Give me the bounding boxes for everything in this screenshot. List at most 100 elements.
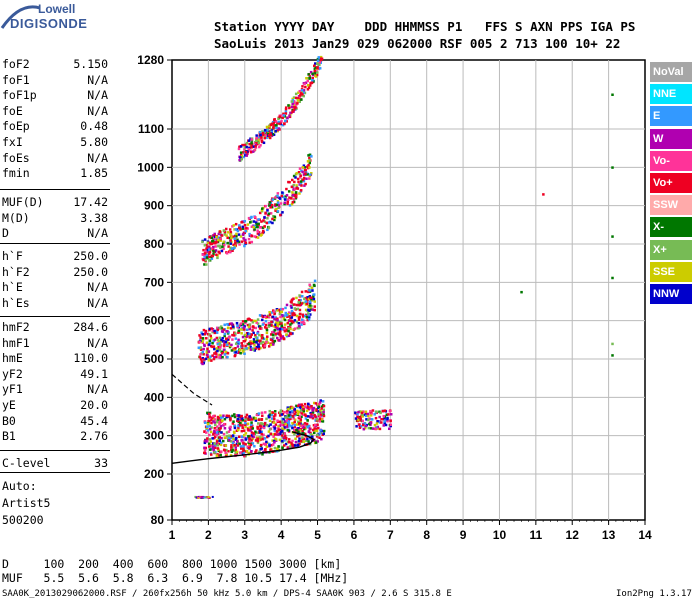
echo-point <box>261 315 265 319</box>
echo-point <box>207 442 211 445</box>
echo-point <box>220 441 223 444</box>
y-tick-label: 700 <box>144 275 164 289</box>
echo-point <box>283 318 287 322</box>
echo-point <box>212 414 215 418</box>
echo-point <box>239 423 242 427</box>
echo-point <box>231 235 234 238</box>
echo-point <box>281 307 285 311</box>
echo-point <box>212 357 216 361</box>
echo-point <box>212 241 216 245</box>
echo-point <box>255 225 258 229</box>
echo-point <box>282 436 286 439</box>
echo-point <box>212 339 215 343</box>
echo-point <box>219 419 223 422</box>
echo-point <box>298 192 301 195</box>
echo-point <box>278 308 281 312</box>
echo-point <box>297 318 301 321</box>
echo-point <box>250 225 254 228</box>
echo-point <box>209 453 213 456</box>
echo-point <box>237 331 240 334</box>
echo-point <box>270 443 273 447</box>
echo-point <box>294 92 298 96</box>
echo-point <box>215 442 218 446</box>
echo-point <box>284 311 288 315</box>
echo-point <box>250 340 253 344</box>
muf-distance-row: D 100 200 400 600 800 1000 1500 3000 [km… <box>2 557 342 571</box>
echo-point <box>199 346 203 349</box>
echo-point <box>313 429 317 432</box>
echo-point <box>257 222 260 226</box>
echo-point <box>294 176 297 179</box>
echo-point <box>216 342 220 346</box>
echo-point <box>375 410 378 413</box>
param-value: 2.76 <box>80 429 108 444</box>
echo-point <box>252 432 255 435</box>
echo-point <box>306 88 310 91</box>
echo-point <box>213 329 216 333</box>
echo-point <box>383 421 386 425</box>
echo-point <box>234 337 238 340</box>
x-tick-label: 5 <box>314 528 321 542</box>
echo-point <box>284 119 287 123</box>
y-tick-label: 1280 <box>137 53 164 67</box>
echo-point <box>208 255 211 259</box>
echo-point <box>236 239 239 243</box>
echo-point <box>223 233 227 236</box>
echo-point <box>294 437 297 441</box>
echo-point <box>243 339 247 343</box>
echo-point <box>284 442 288 446</box>
echo-point <box>200 331 203 334</box>
echo-point <box>261 207 264 210</box>
echo-point <box>275 124 278 127</box>
echo-point <box>304 172 307 175</box>
echo-point <box>234 241 237 245</box>
echo-point <box>252 416 256 420</box>
echo-point <box>208 433 211 437</box>
echo-point <box>309 433 313 436</box>
echo-point <box>220 450 223 453</box>
echo-point <box>220 350 224 354</box>
param-row: D N/A <box>2 226 108 241</box>
echo-point <box>267 321 271 325</box>
echo-point <box>276 200 280 203</box>
echo-point <box>291 108 294 112</box>
echo-point <box>225 414 229 417</box>
echo-point <box>293 428 296 432</box>
echo-point <box>375 422 379 425</box>
echo-point <box>254 144 257 148</box>
echo-point <box>208 327 212 331</box>
echo-point <box>304 439 308 443</box>
echo-point <box>205 243 208 247</box>
param-name: foF2 <box>2 57 30 71</box>
echo-point <box>240 157 243 161</box>
echo-point <box>307 318 311 321</box>
echo-point <box>306 418 309 422</box>
echo-point <box>294 410 298 414</box>
echo-point <box>232 420 235 423</box>
echo-point <box>278 414 282 417</box>
echo-point <box>252 319 255 323</box>
echo-point <box>244 438 248 441</box>
echo-point <box>256 322 260 325</box>
param-value: 110.0 <box>73 351 108 366</box>
echo-point <box>234 438 238 441</box>
echo-point <box>233 246 236 250</box>
echo-point <box>301 301 305 305</box>
echo-point <box>261 344 265 348</box>
echo-point <box>221 415 225 419</box>
echo-point <box>213 436 216 440</box>
echo-point <box>298 442 301 446</box>
echo-point <box>243 143 246 147</box>
echo-point <box>245 437 249 440</box>
echo-point <box>273 417 276 421</box>
echo-point <box>275 203 279 206</box>
echo-point <box>280 120 283 123</box>
echo-point <box>216 326 219 330</box>
echo-point <box>308 289 311 292</box>
echo-point <box>221 439 225 443</box>
param-name: foF1 <box>2 72 30 87</box>
echo-point <box>308 153 312 157</box>
echo-point <box>234 351 237 354</box>
echo-point <box>283 410 286 414</box>
echo-point <box>292 445 295 448</box>
